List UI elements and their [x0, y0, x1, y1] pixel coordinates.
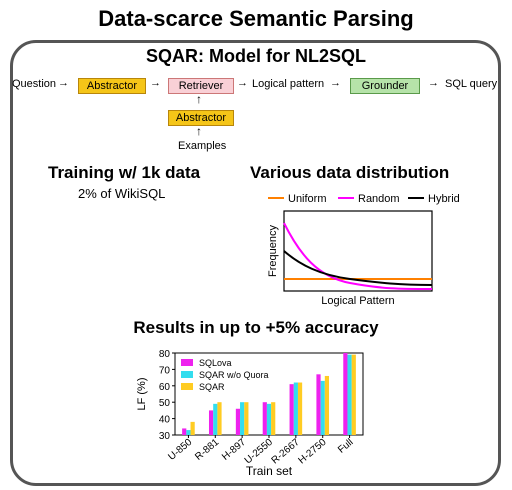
arrow-icon: →: [237, 77, 248, 89]
results-heading: Results in up to +5% accuracy: [133, 318, 379, 337]
up-arrow-icon: ↑: [196, 124, 202, 138]
legend-uniform: Uniform: [288, 193, 327, 205]
bar-sqar-u-2550: [271, 402, 276, 435]
bar-sqar-w-o-quora-r-2667: [293, 382, 298, 435]
main-title: Data-scarce Semantic Parsing: [98, 6, 414, 31]
legend-label: SQAR w/o Quora: [199, 370, 269, 380]
bar-sqar-w-o-quora-r-881: [213, 403, 218, 435]
x-tick-label: Full: [336, 437, 355, 456]
legend-swatch: [181, 383, 193, 390]
bar-sqlova-h-897: [235, 408, 241, 435]
y-tick-label: 60: [159, 382, 171, 393]
bar-sqar-full: [351, 354, 356, 435]
y-tick-label: 80: [159, 349, 171, 360]
legend-label: SQLova: [199, 358, 232, 368]
bar-sqar-w-o-quora-h-2750: [320, 380, 325, 435]
bar-sqlova-u-850: [182, 428, 187, 435]
x-tick-label: R-2667: [270, 437, 303, 467]
examples-label: Examples: [178, 140, 227, 152]
legend-random: Random: [358, 193, 400, 205]
abstractor-box: Abstractor: [78, 78, 146, 94]
bar-sqar-w-o-quora-u-850: [186, 430, 191, 435]
bar-sqar-r-881: [217, 402, 222, 435]
hybrid-curve: [283, 250, 433, 286]
logical-pattern-label: Logical pattern: [252, 78, 325, 90]
x-tick-label: U-2550: [243, 437, 276, 467]
bar-sqar-r-2667: [297, 382, 303, 435]
x-tick-label: R-881: [193, 437, 221, 463]
content-panel: [10, 40, 501, 486]
abstractor-box-2: Abstractor: [168, 110, 234, 126]
y-tick-label: 30: [159, 431, 171, 442]
bar-sqar-w-o-quora-full: [347, 354, 352, 435]
x-tick-label: H-2750: [296, 437, 329, 467]
up-arrow-icon: ↑: [196, 92, 202, 106]
logical-pattern-axis-label: Logical Pattern: [321, 295, 394, 307]
arrow-icon: →: [428, 77, 439, 89]
bar-sqlova-full: [343, 353, 348, 435]
retriever-box: Retriever: [168, 78, 234, 94]
bar-sqlova-u-2550: [262, 402, 267, 435]
grounder-box: Grounder: [350, 78, 420, 94]
y-tick-label: 40: [159, 415, 171, 426]
distribution-heading: Various data distribution: [250, 163, 450, 182]
bar-sqar-u-850: [190, 421, 195, 435]
arrow-icon: →: [150, 77, 161, 89]
bar-sqar-h-897: [244, 402, 249, 435]
sql-query-label: SQL query: [445, 78, 498, 90]
training-subtext: 2% of WikiSQL: [78, 186, 166, 201]
bar-sqar-w-o-quora-u-2550: [266, 403, 272, 435]
bar-sqlova-r-881: [208, 410, 214, 435]
bar-sqar-w-o-quora-h-897: [240, 402, 245, 435]
legend-hybrid: Hybrid: [428, 193, 460, 205]
panel-title: SQAR: Model for NL2SQL: [146, 46, 366, 66]
legend-swatch: [181, 371, 193, 378]
training-heading: Training w/ 1k data: [48, 163, 201, 182]
bar-sqar-h-2750: [324, 375, 330, 435]
y-axis-label: LF (%): [136, 378, 148, 411]
distribution-plot: Uniform Random Hybrid Frequency Logical …: [267, 193, 460, 307]
y-tick-label: 50: [159, 398, 171, 409]
frequency-axis-label: Frequency: [267, 225, 279, 277]
arrow-icon: →: [330, 77, 341, 89]
arrow-icon: →: [58, 77, 69, 89]
x-axis-label: Train set: [246, 464, 293, 478]
legend-swatch: [181, 359, 193, 366]
legend-label: SQAR: [199, 382, 225, 392]
question-label: Question: [12, 78, 57, 90]
bar-sqlova-h-2750: [316, 374, 321, 435]
random-curve: [283, 222, 433, 290]
y-tick-label: 70: [159, 365, 171, 376]
bar-sqlova-r-2667: [289, 384, 294, 435]
x-tick-label: U-850: [166, 437, 194, 463]
